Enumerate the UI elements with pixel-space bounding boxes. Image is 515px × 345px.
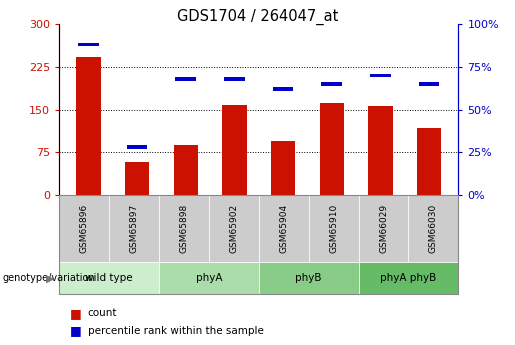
Text: GDS1704 / 264047_at: GDS1704 / 264047_at [177, 9, 338, 25]
Bar [419, 82, 439, 86]
Bar [176, 77, 196, 80]
Text: genotype/variation: genotype/variation [3, 273, 95, 283]
Bar [127, 145, 147, 149]
Bar [321, 82, 342, 86]
Text: GSM65896: GSM65896 [80, 204, 89, 253]
Text: percentile rank within the sample: percentile rank within the sample [88, 326, 264, 335]
Text: ■: ■ [70, 324, 81, 337]
Text: phyB: phyB [296, 273, 322, 283]
Bar [174, 145, 198, 195]
Text: GSM65910: GSM65910 [329, 204, 338, 253]
Bar [271, 141, 295, 195]
Text: GSM65902: GSM65902 [229, 204, 238, 253]
Text: GSM65897: GSM65897 [130, 204, 139, 253]
Bar [273, 87, 294, 91]
Bar [417, 128, 441, 195]
Text: GSM66029: GSM66029 [379, 204, 388, 253]
Text: GSM65898: GSM65898 [179, 204, 188, 253]
Bar [78, 43, 99, 46]
Bar [224, 77, 245, 80]
Bar [368, 106, 392, 195]
Bar [320, 103, 344, 195]
Text: phyA: phyA [196, 273, 222, 283]
Bar [125, 162, 149, 195]
Bar [222, 105, 247, 195]
Text: ■: ■ [70, 307, 81, 320]
Text: wild type: wild type [85, 273, 133, 283]
Text: GSM66030: GSM66030 [429, 204, 438, 253]
Text: GSM65904: GSM65904 [279, 204, 288, 253]
Text: ▶: ▶ [45, 273, 54, 283]
Text: phyA phyB: phyA phyB [381, 273, 437, 283]
Text: count: count [88, 308, 117, 318]
Bar [76, 57, 100, 195]
Bar [370, 74, 391, 77]
